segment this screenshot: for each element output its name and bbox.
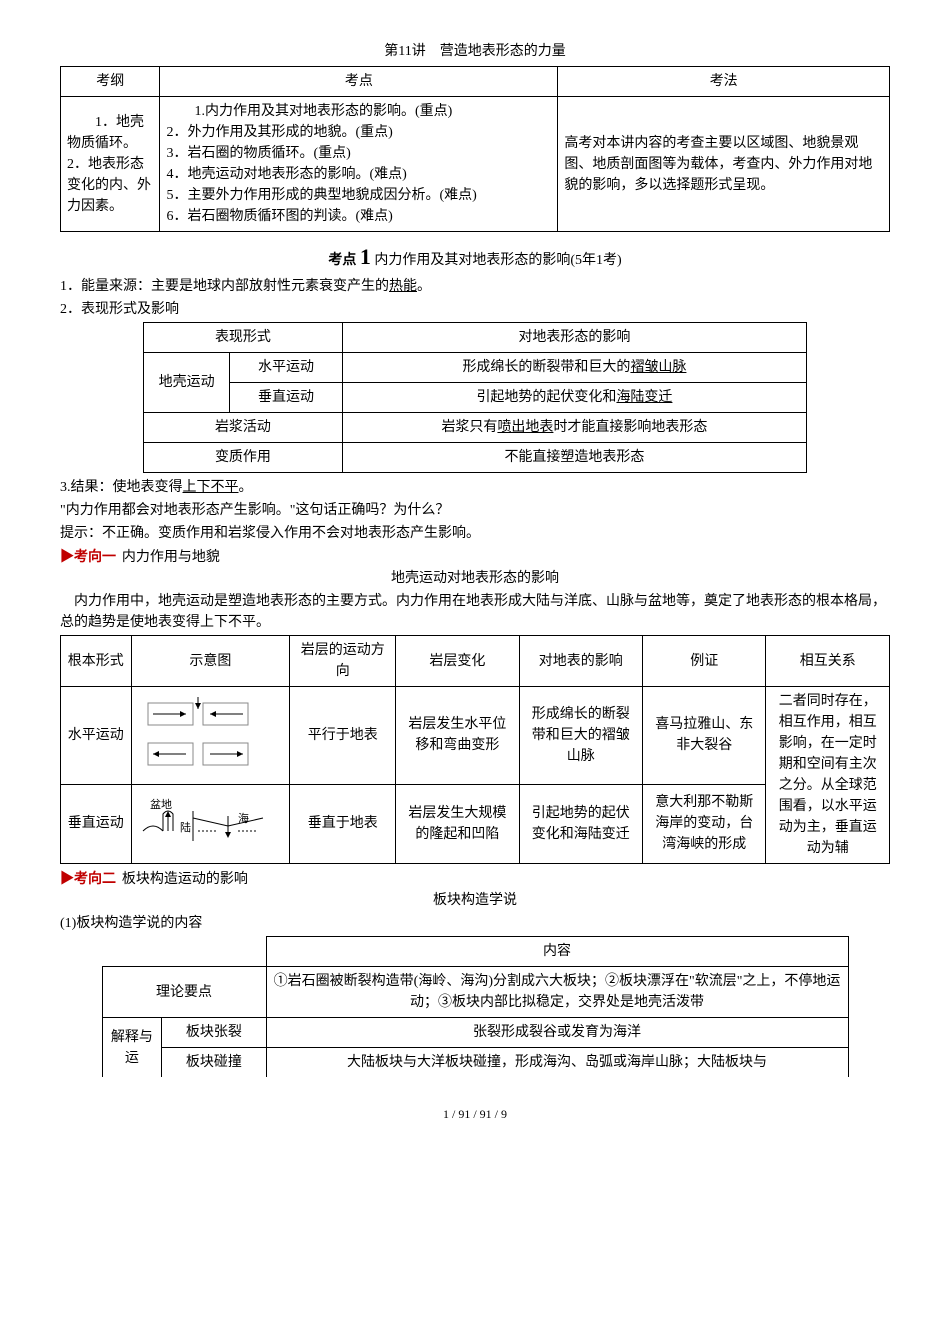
kaodian-1-header: 考点 1 内力作用及其对地表形态的影响(5年1考): [60, 244, 890, 270]
cell-crust: 地壳运动: [144, 353, 230, 413]
cell-metamorphic-effect: 不能直接塑造地表形态: [342, 443, 806, 473]
th-example: 例证: [643, 636, 766, 687]
th-effect: 对地表形态的影响: [342, 323, 806, 353]
cell-horizontal: 水平运动: [230, 353, 343, 383]
cell-v-example: 意大利那不勒斯海岸的变动，台湾海峡的形成: [643, 784, 766, 863]
cell-v-dir: 垂直于地表: [290, 784, 396, 863]
cell-collide-content: 大陆板块与大洋板块碰撞，形成海沟、岛弧或海岸山脉；大陆板块与: [266, 1048, 848, 1078]
kaodian-label: 考点: [328, 251, 356, 267]
horizontal-arrows-icon: [138, 695, 258, 775]
cell-vertical-move: 垂直运动: [61, 784, 132, 863]
cell-rift-content: 张裂形成裂谷或发育为海洋: [266, 1018, 848, 1048]
cell-v-change: 岩层发生大规模的隆起和凹陷: [396, 784, 519, 863]
th-surface-effect: 对地表的影响: [519, 636, 642, 687]
cell-vertical-effect: 引起地势的起伏变化和海陆变迁: [342, 383, 806, 413]
kaodian-num: 1: [360, 244, 371, 269]
tectonics-table: 内容 理论要点 ①岩石圈被断裂构造带(海岭、海沟)分割成六大板块；②板块漂浮在"…: [102, 936, 849, 1077]
svg-text:海: 海: [238, 811, 249, 825]
th-root-form: 根本形式: [61, 636, 132, 687]
forms-table: 表现形式 对地表形态的影响 地壳运动 水平运动 形成绵长的断裂带和巨大的褶皱山脉…: [143, 322, 807, 473]
lecture-title: 第11讲 营造地表形态的力量: [60, 40, 890, 60]
th-diagram: 示意图: [131, 636, 290, 687]
cell-kaofa: 高考对本讲内容的考查主要以区域图、地貌景观图、地质剖面图等为载体，考查内、外力作…: [558, 97, 890, 232]
vertical-diagram-icon: 盆地 陆 海: [138, 796, 268, 851]
cell-v-effect: 引起地势的起伏变化和海陆变迁: [519, 784, 642, 863]
subsection-2: 板块构造学说: [60, 890, 890, 911]
outline-table: 考纲 考点 考法 1．地壳物质循环。2．地表形态变化的内、外力因素。 1.内力作…: [60, 66, 890, 232]
arrow-icon-2: ▶考向二: [60, 870, 116, 886]
intro-para: 内力作用中，地壳运动是塑造地表形态的主要方式。内力作用在地表形成大陆与洋底、山脉…: [60, 591, 890, 633]
answer-line: 提示：不正确。变质作用和岩浆侵入作用不会对地表形态产生影响。: [60, 523, 890, 544]
th-change: 岩层变化: [396, 636, 519, 687]
svg-text:盆地: 盆地: [150, 797, 172, 811]
cell-horizontal-move: 水平运动: [61, 687, 132, 785]
cell-horizontal-effect: 形成绵长的断裂带和巨大的褶皱山脉: [342, 353, 806, 383]
diagram-horizontal: [131, 687, 290, 785]
th-kaodian: 考点: [160, 67, 558, 97]
kaoxiang-1: ▶考向一 内力作用与地貌: [60, 546, 890, 566]
cell-magma: 岩浆活动: [144, 413, 343, 443]
cell-kaogang: 1．地壳物质循环。2．地表形态变化的内、外力因素。: [61, 97, 160, 232]
question-line: "内力作用都会对地表形态产生影响。"这句话正确吗？为什么？: [60, 500, 890, 521]
cell-theory-content: ①岩石圈被断裂构造带(海岭、海沟)分割成六大板块；②板块漂浮在"软流层"之上，不…: [266, 967, 848, 1018]
cell-collide: 板块碰撞: [162, 1048, 266, 1078]
th-kaogang: 考纲: [61, 67, 160, 97]
arrow-icon: ▶考向一: [60, 548, 116, 564]
cell-explain: 解释与运: [102, 1018, 162, 1078]
tectonics-intro: (1)板块构造学说的内容: [60, 913, 890, 934]
cell-relation: 二者同时存在，相互作用，相互影响，在一定时期和空间有主次之分。从全球范围看，以水…: [766, 687, 890, 864]
movement-table: 根本形式 示意图 岩层的运动方向 岩层变化 对地表的影响 例证 相互关系 水平运…: [60, 635, 890, 864]
forms-header: 2．表现形式及影响: [60, 299, 890, 320]
cell-h-change: 岩层发生水平位移和弯曲变形: [396, 687, 519, 785]
th-form: 表现形式: [144, 323, 343, 353]
cell-magma-effect: 岩浆只有喷出地表时才能直接影响地表形态: [342, 413, 806, 443]
cell-vertical: 垂直运动: [230, 383, 343, 413]
result-line: 3.结果：使地表变得上下不平。: [60, 477, 890, 498]
th-relation: 相互关系: [766, 636, 890, 687]
cell-h-effect: 形成绵长的断裂带和巨大的褶皱山脉: [519, 687, 642, 785]
svg-text:陆: 陆: [180, 820, 191, 834]
th-kaofa: 考法: [558, 67, 890, 97]
kaodian-1-text: 内力作用及其对地表形态的影响(5年1考): [374, 253, 621, 268]
energy-source: 1．能量来源：主要是地球内部放射性元素衰变产生的热能。: [60, 276, 890, 297]
cell-rift: 板块张裂: [162, 1018, 266, 1048]
th-content: 内容: [266, 937, 848, 967]
cell-metamorphic: 变质作用: [144, 443, 343, 473]
diagram-vertical: 盆地 陆 海: [131, 784, 290, 863]
cell-theory: 理论要点: [102, 967, 266, 1018]
cell-kaodian: 1.内力作用及其对地表形态的影响。(重点)2．外力作用及其形成的地貌。(重点)3…: [160, 97, 558, 232]
page-number: 1 / 91 / 91 / 9: [60, 1107, 890, 1122]
cell-h-dir: 平行于地表: [290, 687, 396, 785]
th-direction: 岩层的运动方向: [290, 636, 396, 687]
cell-h-example: 喜马拉雅山、东非大裂谷: [643, 687, 766, 785]
subsection-1: 地壳运动对地表形态的影响: [60, 568, 890, 589]
kaoxiang-2: ▶考向二 板块构造运动的影响: [60, 868, 890, 888]
